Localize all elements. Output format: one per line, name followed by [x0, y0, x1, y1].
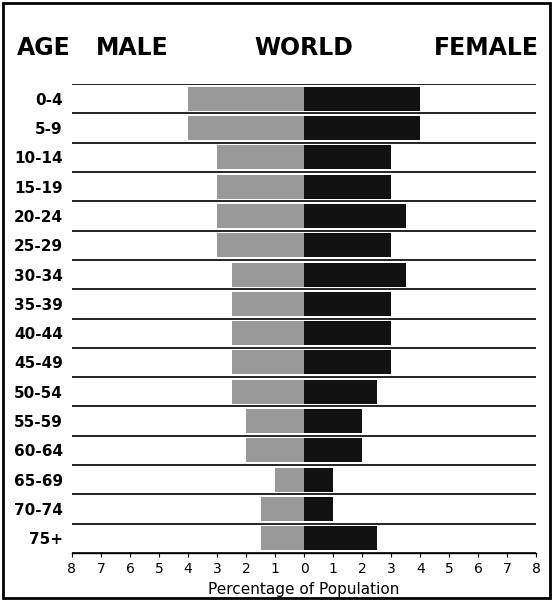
Bar: [217, 145, 304, 169]
Bar: [304, 233, 391, 257]
Bar: [304, 350, 391, 374]
Bar: [246, 409, 304, 433]
X-axis label: Percentage of Population: Percentage of Population: [208, 582, 400, 597]
Bar: [232, 350, 304, 374]
Bar: [304, 292, 391, 316]
Bar: [232, 321, 304, 345]
Bar: [304, 321, 391, 345]
Bar: [275, 468, 304, 492]
Bar: [304, 468, 333, 492]
Bar: [246, 438, 304, 462]
Bar: [217, 233, 304, 257]
Text: MALE: MALE: [96, 36, 169, 60]
Bar: [217, 175, 304, 199]
Bar: [188, 87, 304, 111]
Bar: [304, 175, 391, 199]
Bar: [304, 438, 362, 462]
Bar: [232, 380, 304, 404]
Bar: [304, 380, 377, 404]
Bar: [232, 263, 304, 287]
Text: WORLD: WORLD: [255, 36, 353, 60]
Bar: [232, 292, 304, 316]
Bar: [304, 497, 333, 521]
Bar: [304, 116, 420, 140]
Bar: [217, 204, 304, 228]
Text: AGE: AGE: [17, 36, 70, 60]
Text: FEMALE: FEMALE: [434, 36, 539, 60]
Bar: [304, 409, 362, 433]
Bar: [260, 526, 304, 551]
Bar: [260, 497, 304, 521]
Bar: [304, 87, 420, 111]
Bar: [304, 526, 377, 551]
Bar: [188, 116, 304, 140]
Bar: [304, 263, 406, 287]
Bar: [304, 204, 406, 228]
Bar: [304, 145, 391, 169]
